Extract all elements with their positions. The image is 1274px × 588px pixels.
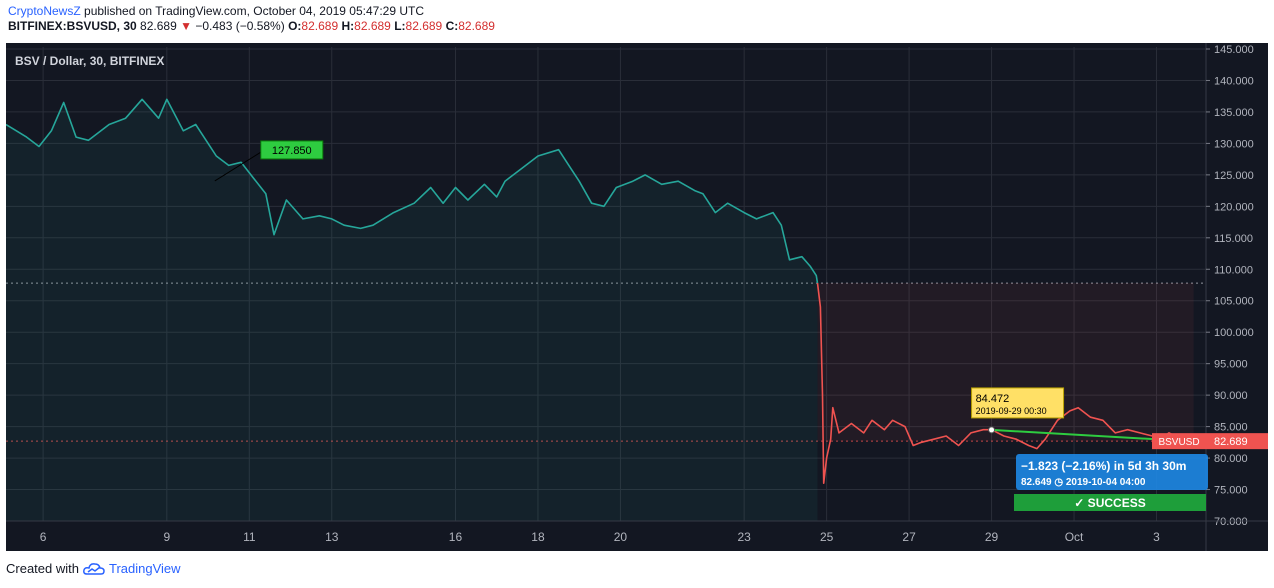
low-label: L: [394, 19, 406, 33]
success-label: ✓ SUCCESS [1074, 496, 1145, 510]
x-tick-label: 11 [243, 530, 256, 544]
y-tick-label: 105.000 [1214, 296, 1254, 308]
y-tick-label: 110.000 [1214, 264, 1253, 276]
point-callout-box [971, 387, 1065, 419]
y-axis-panel [1206, 43, 1268, 551]
callout-high-box [260, 140, 324, 160]
last-price: 82.689 [140, 19, 177, 33]
open-value: 82.689 [301, 19, 339, 33]
callout-high-label: 127.850 [272, 145, 312, 157]
ohlc-row: BITFINEX:BSVUSD, 30 82.689 ▼ −0.483 (−0.… [8, 19, 495, 34]
y-tick-label: 70.000 [1214, 516, 1248, 528]
x-tick-label: Oct [1065, 530, 1084, 544]
tradingview-cloud-icon [83, 562, 105, 575]
measure-sub: 82.649 ◷ 2019-10-04 04:00 [1021, 477, 1146, 488]
high-label: H: [341, 19, 355, 33]
x-tick-label: 13 [325, 530, 339, 544]
y-tick-label: 135.000 [1214, 107, 1254, 119]
y-tick-label: 75.000 [1214, 485, 1248, 497]
grid-lines [6, 47, 1206, 522]
y-tick-label: 85.000 [1214, 422, 1248, 434]
x-tick-label: 29 [985, 530, 999, 544]
high-value: 82.689 [354, 19, 391, 33]
price-chart[interactable]: BSV / Dollar, 30, BITFINEX 145.000 140.00… [5, 43, 1268, 551]
open-label: O: [288, 19, 302, 33]
y-axis[interactable]: 145.000 140.000 135.000 130.000 125.000 120.0… [1205, 43, 1268, 551]
y-tick-label: 130.000 [1214, 138, 1254, 150]
published-text: published on TradingView.com, October 04… [80, 4, 425, 18]
footer: Created with TradingView [6, 561, 181, 576]
point-callout-date: 2019-09-29 00:30 [976, 406, 1047, 416]
measure-label: −1.823 (−2.16%) in 5d 3h 30m [1021, 459, 1186, 473]
created-with-text: Created with [6, 561, 79, 576]
x-tick-label: 16 [449, 530, 463, 544]
y-tick-label: 115.000 [1214, 233, 1253, 245]
x-tick-label: 3 [1153, 530, 1160, 544]
x-tick-label: 18 [531, 530, 545, 544]
x-tick-label: 20 [614, 530, 628, 544]
success-badge [1014, 494, 1206, 511]
point-callout-value: 84.472 [976, 393, 1010, 405]
y-tick-label: 95.000 [1214, 359, 1248, 371]
x-tick-label: 25 [820, 530, 834, 544]
bsv-up-series-line [5, 98, 819, 284]
y-tick-label: 140.000 [1214, 75, 1254, 87]
bsv-down-series-line [816, 283, 1194, 485]
symbol-label: BITFINEX:BSVUSD, 30 [8, 19, 137, 33]
measure-box [1016, 454, 1208, 490]
x-tick-label: 9 [163, 530, 170, 544]
last-price-tag [1206, 433, 1268, 450]
callout-high-pointer [214, 150, 264, 182]
change-value: −0.483 (−0.58%) [195, 19, 285, 33]
up-area-fill [6, 99, 818, 522]
symbol-price-tag-label: BSVUSD [1158, 437, 1199, 448]
trend-start-point [988, 426, 996, 434]
series-lines [5, 98, 1194, 485]
y-tick-label: 80.000 [1214, 453, 1248, 465]
y-tick-label: 120.000 [1214, 201, 1254, 213]
y-tick-label: 90.000 [1214, 390, 1248, 402]
author-link[interactable]: CryptoNewsZ [8, 4, 81, 18]
x-tick-label: 6 [40, 530, 47, 544]
close-value: 82.689 [458, 19, 495, 33]
x-tick-label: 23 [737, 530, 751, 544]
chart-title: BSV / Dollar, 30, BITFINEX [15, 54, 164, 68]
close-label: C: [445, 19, 459, 33]
down-arrow-icon: ▼ [180, 19, 192, 33]
reference-lines [6, 282, 1206, 442]
low-value: 82.689 [405, 19, 443, 33]
symbol-price-tag [1152, 433, 1206, 450]
tradingview-link[interactable]: TradingView [108, 561, 181, 576]
x-tick-label: 27 [902, 530, 916, 544]
x-axis[interactable]: 6 9 11 13 16 18 20 23 25 27 29 Oct 3 [6, 520, 1268, 544]
y-tick-label: 125.000 [1214, 170, 1254, 182]
y-tick-label: 100.000 [1214, 327, 1254, 339]
y-tick-label: 145.000 [1214, 44, 1254, 56]
chart-container[interactable]: BSV / Dollar, 30, BITFINEX 145.000 140.00… [5, 43, 1268, 551]
last-price-tag-label: 82.689 [1214, 436, 1248, 448]
chart-header: CryptoNewsZ published on TradingView.com… [8, 4, 495, 34]
